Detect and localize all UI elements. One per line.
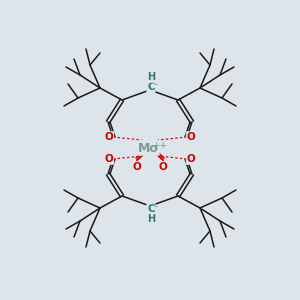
- Text: O: O: [187, 132, 195, 142]
- Text: ⁻: ⁻: [154, 205, 158, 214]
- Text: O: O: [159, 162, 167, 172]
- Text: ⁻: ⁻: [154, 82, 158, 91]
- Text: O: O: [105, 132, 113, 142]
- Text: C: C: [147, 82, 155, 92]
- Text: O: O: [105, 154, 113, 164]
- Text: H: H: [147, 214, 155, 224]
- Text: H: H: [147, 72, 155, 82]
- Text: O: O: [133, 162, 141, 172]
- Text: O: O: [187, 154, 195, 164]
- Text: C: C: [147, 204, 155, 214]
- Text: ++: ++: [152, 140, 167, 149]
- Text: Mo: Mo: [138, 142, 158, 154]
